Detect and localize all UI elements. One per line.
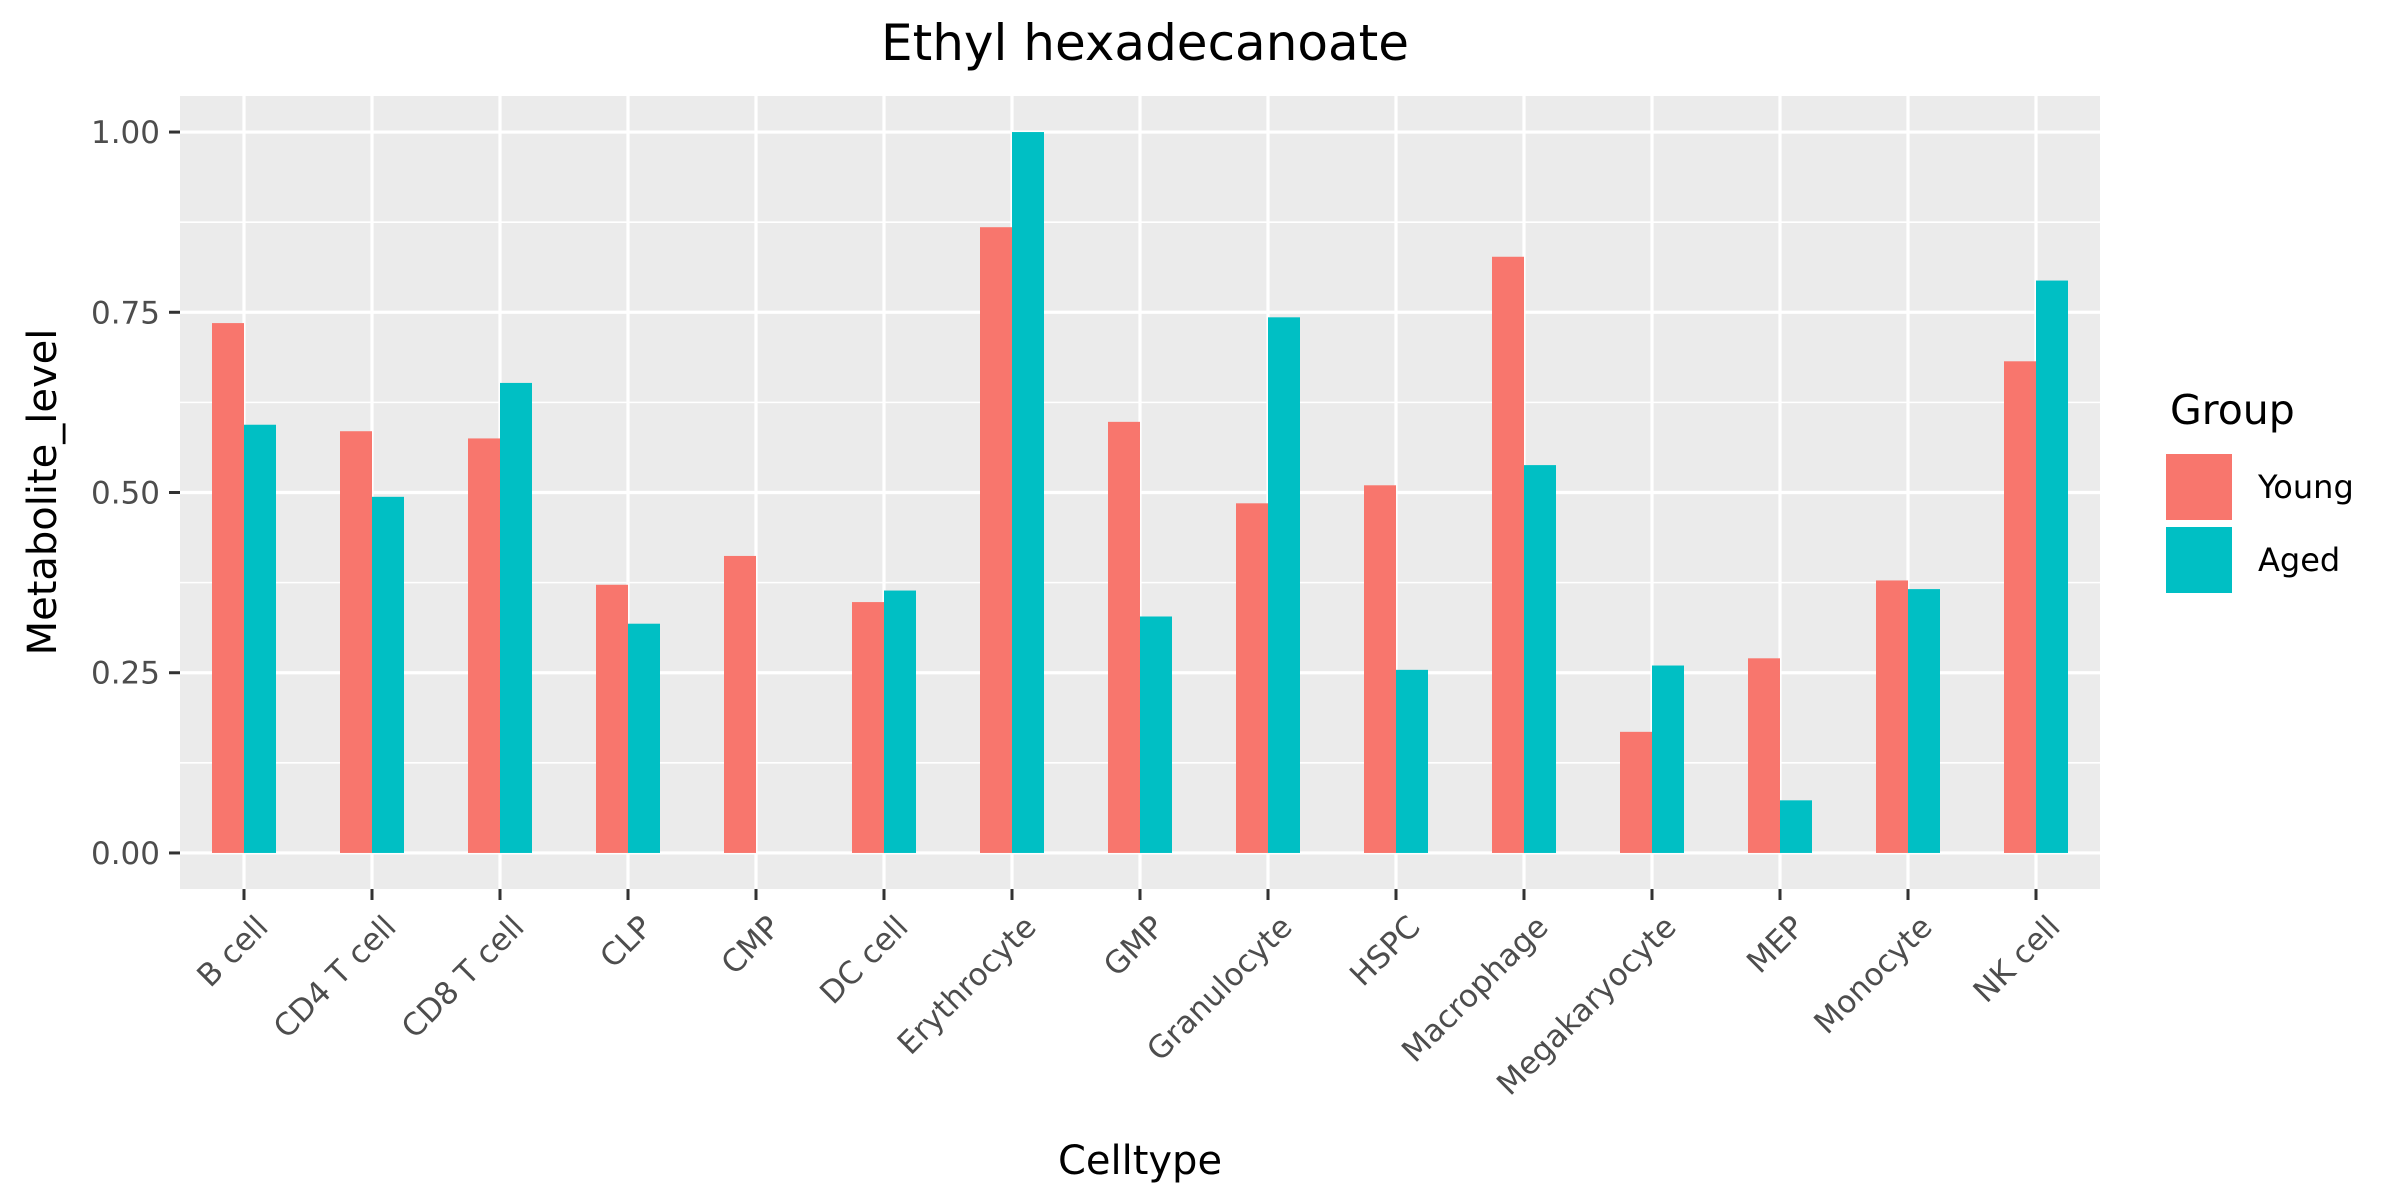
y-axis: 0.00 0.25 0.50 0.75 1.00 bbox=[91, 115, 180, 872]
x-tick-label: MEP bbox=[1740, 909, 1811, 980]
bar-young bbox=[2004, 361, 2036, 853]
y-tick-label: 0.25 bbox=[91, 656, 160, 692]
bar-aged bbox=[1780, 800, 1812, 853]
x-axis-title: Celltype bbox=[1058, 1138, 1222, 1184]
bar-aged bbox=[244, 424, 276, 853]
bar-aged bbox=[1140, 616, 1172, 853]
x-tick-label: DC cell bbox=[813, 909, 915, 1011]
x-tick-label: HSPC bbox=[1343, 909, 1427, 993]
x-tick-label: GMP bbox=[1097, 909, 1172, 984]
bar-aged bbox=[2036, 280, 2068, 853]
bar-young bbox=[1108, 421, 1140, 853]
bar-aged bbox=[372, 496, 404, 853]
legend-key-young bbox=[2166, 454, 2232, 520]
x-tick-label: B cell bbox=[190, 909, 275, 994]
bar-young bbox=[468, 438, 500, 853]
chart-title: Ethyl hexadecanoate bbox=[881, 14, 1409, 72]
bar-aged bbox=[628, 623, 660, 853]
y-tick-label: 0.50 bbox=[91, 476, 160, 512]
y-tick-label: 0.00 bbox=[91, 836, 160, 872]
legend-title: Group bbox=[2170, 386, 2295, 434]
bar-aged bbox=[1012, 132, 1044, 853]
bar-young bbox=[1748, 658, 1780, 853]
bar-young bbox=[724, 555, 756, 853]
bar-young bbox=[1620, 731, 1652, 853]
bar-young bbox=[340, 431, 372, 853]
x-tick-label: CD4 T cell bbox=[267, 909, 404, 1046]
legend-key-aged bbox=[2166, 527, 2232, 593]
x-tick-label: CMP bbox=[715, 909, 788, 982]
bar-young bbox=[1236, 503, 1268, 853]
x-tick-label: Monocyte bbox=[1807, 909, 1939, 1041]
bar-aged bbox=[1908, 589, 1940, 853]
bar-aged bbox=[1652, 665, 1684, 853]
bar-young bbox=[1364, 485, 1396, 853]
bar-aged bbox=[1268, 317, 1300, 853]
bar-aged bbox=[1524, 465, 1556, 853]
x-tick-label: CLP bbox=[593, 909, 659, 975]
bar-young bbox=[596, 584, 628, 853]
y-tick-label: 1.00 bbox=[91, 115, 160, 151]
x-tick-label: Erythrocyte bbox=[891, 909, 1044, 1062]
x-tick-label: CD8 T cell bbox=[395, 909, 532, 1046]
bar-series-group bbox=[212, 132, 2068, 853]
legend-label-aged: Aged bbox=[2258, 541, 2340, 579]
legend: Group Young Aged bbox=[2166, 386, 2354, 593]
bar-young bbox=[1492, 256, 1524, 853]
y-axis-title: Metabolite_level bbox=[20, 329, 66, 656]
bar-young bbox=[852, 602, 884, 853]
bar-young bbox=[1876, 580, 1908, 853]
bar-young bbox=[212, 323, 244, 853]
y-tick-label: 0.75 bbox=[91, 295, 160, 331]
bar-young bbox=[980, 227, 1012, 853]
bar-aged bbox=[884, 590, 916, 853]
legend-label-young: Young bbox=[2257, 468, 2354, 506]
bar-aged bbox=[500, 382, 532, 853]
bar-aged bbox=[1396, 669, 1428, 853]
x-tick-label: NK cell bbox=[1967, 909, 2068, 1010]
